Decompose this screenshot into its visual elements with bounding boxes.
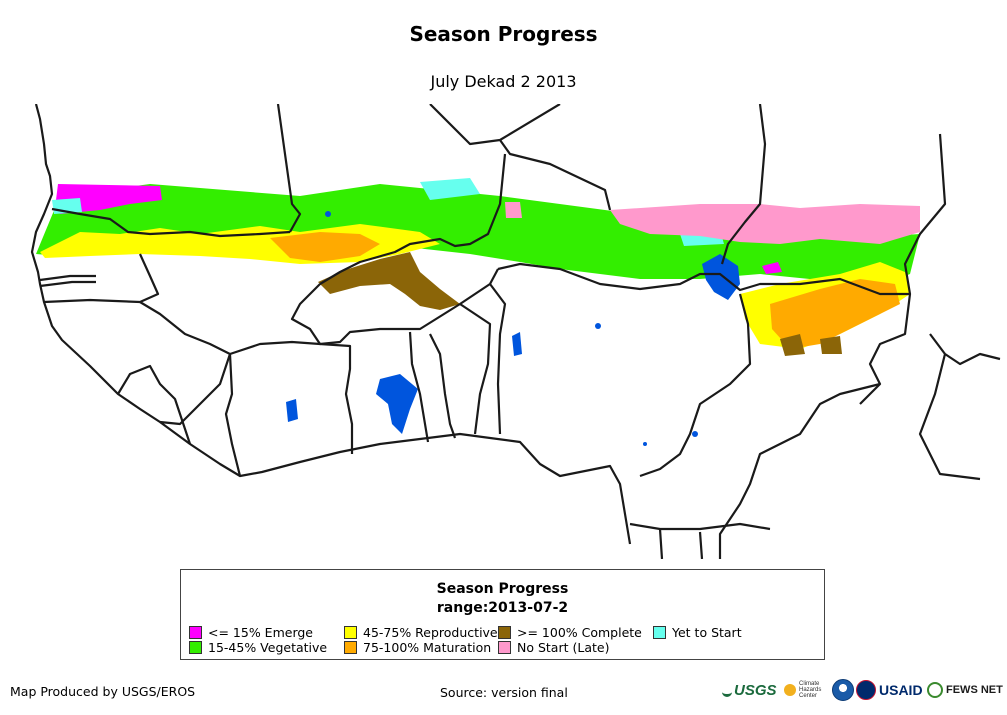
legend-item-maturation: 75-100% Maturation — [344, 641, 491, 655]
legend-swatch-emerge — [189, 626, 202, 639]
usgs-wave-icon — [722, 684, 732, 697]
mali-algeria-border — [499, 139, 612, 211]
emerge-zone-west — [56, 184, 162, 214]
algeria-border-north — [429, 104, 561, 146]
chad-libya-border — [859, 133, 947, 405]
legend-label-maturation: 75-100% Maturation — [363, 640, 492, 655]
kainji-lake — [512, 332, 522, 356]
usaid-logo-text: USAID — [879, 682, 923, 698]
maturation-zone-west — [270, 232, 380, 262]
benin-nigeria-border — [489, 283, 507, 435]
legend-swatch-no-start — [498, 641, 511, 654]
water-dot — [643, 442, 647, 446]
legend-label-complete: >= 100% Complete — [517, 625, 642, 640]
kossou-lake — [286, 399, 298, 422]
legend-swatch-yet-to-start — [653, 626, 666, 639]
nigeria-cameroon-border — [639, 293, 752, 478]
usaid-seal-icon — [856, 680, 876, 700]
legend-label-yet-to-start: Yet to Start — [672, 625, 742, 640]
usgs-logo-text: USGS — [734, 681, 777, 699]
map-title: Season Progress — [409, 22, 598, 46]
vegetative-zone — [36, 184, 920, 286]
legend-swatch-vegetative — [189, 641, 202, 654]
lake-volta — [376, 374, 418, 434]
togo-benin-border — [429, 303, 492, 439]
produced-by-credit: Map Produced by USGS/EROS — [10, 684, 196, 699]
chc-line-2: Hazards — [799, 687, 822, 693]
no-start-zone-niger — [610, 204, 920, 244]
no-start-zone-mali — [505, 202, 522, 218]
maturation-zone-east — [770, 279, 900, 349]
legend-title-line-1: Season Progress — [436, 581, 569, 597]
legend-title: Season Progress range:2013-07-2 — [181, 580, 824, 618]
niger-nigeria-border — [497, 262, 910, 296]
gambia-outline — [39, 274, 96, 288]
mauritania-mali-border — [276, 104, 302, 233]
emerge-zone-east — [762, 262, 782, 274]
coastline-west — [30, 104, 632, 545]
legend-item-vegetative: 15-45% Vegetative — [189, 641, 327, 655]
country-boundaries — [30, 104, 1001, 559]
water-dot — [692, 431, 698, 437]
legend-swatch-reproductive — [344, 626, 357, 639]
season-band — [36, 178, 920, 356]
complete-zone — [318, 252, 460, 310]
niger-libya-chad-border — [720, 104, 767, 265]
water-dot — [325, 211, 331, 217]
legend-item-yet-to-start: Yet to Start — [653, 626, 742, 640]
legend-label-no-start: No Start (Late) — [517, 640, 610, 655]
fews-globe-icon — [927, 682, 943, 698]
chc-line-3: Center — [799, 693, 818, 699]
legend-item-no-start: No Start (Late) — [498, 641, 609, 655]
legend-label-reproductive: 45-75% Reproductive — [363, 625, 498, 640]
fews-net-logo: FEWS NET — [927, 678, 1003, 702]
legend-item-reproductive: 45-75% Reproductive — [344, 626, 498, 640]
chc-line-1: Climate — [799, 681, 820, 687]
water-dot — [595, 323, 601, 329]
burkina-ghana-border — [319, 342, 354, 454]
legend-label-emerge: <= 15% Emerge — [208, 625, 313, 640]
complete-zone-east — [780, 334, 842, 356]
ivory-coast-border — [224, 340, 321, 477]
legend-item-complete: >= 100% Complete — [498, 626, 642, 640]
season-progress-map — [30, 104, 1001, 559]
legend-item-emerge: <= 15% Emerge — [189, 626, 313, 640]
legend-swatch-complete — [498, 626, 511, 639]
water-bodies — [286, 211, 698, 446]
noaa-logo — [832, 678, 854, 702]
ghana-togo-border — [408, 331, 430, 443]
map-legend: Season Progress range:2013-07-2 <= 15% E… — [180, 569, 825, 660]
source-note: Source: version final — [440, 685, 568, 700]
gabon-congo-border — [629, 522, 771, 559]
guinea-border — [139, 301, 232, 426]
fews-logo-text: FEWS NET — [946, 684, 1003, 696]
usaid-logo: USAID — [856, 678, 923, 702]
lake-chad — [702, 254, 740, 300]
senegal-mauritania-border — [51, 207, 291, 238]
chad-sudan-border — [918, 333, 1001, 481]
chc-drop-icon — [784, 684, 796, 696]
mali-niger-border — [319, 153, 507, 285]
legend-label-vegetative: 15-45% Vegetative — [208, 640, 328, 655]
chc-logo-text: Climate Hazards Center — [799, 681, 821, 699]
noaa-seal-icon — [832, 679, 854, 701]
mali-burkina-border — [290, 268, 499, 346]
map-subtitle: July Dekad 2 2013 — [430, 72, 577, 91]
senegal-guinea-border — [43, 253, 160, 304]
sierra-leone-liberia-border — [117, 364, 192, 445]
cameroon-car-border — [718, 382, 881, 559]
usgs-logo: USGS — [722, 678, 777, 702]
legend-swatch-maturation — [344, 641, 357, 654]
legend-title-line-2: range:2013-07-2 — [436, 600, 569, 616]
chc-logo: Climate Hazards Center — [784, 678, 821, 702]
yet-to-start-zone-mali — [420, 178, 480, 200]
